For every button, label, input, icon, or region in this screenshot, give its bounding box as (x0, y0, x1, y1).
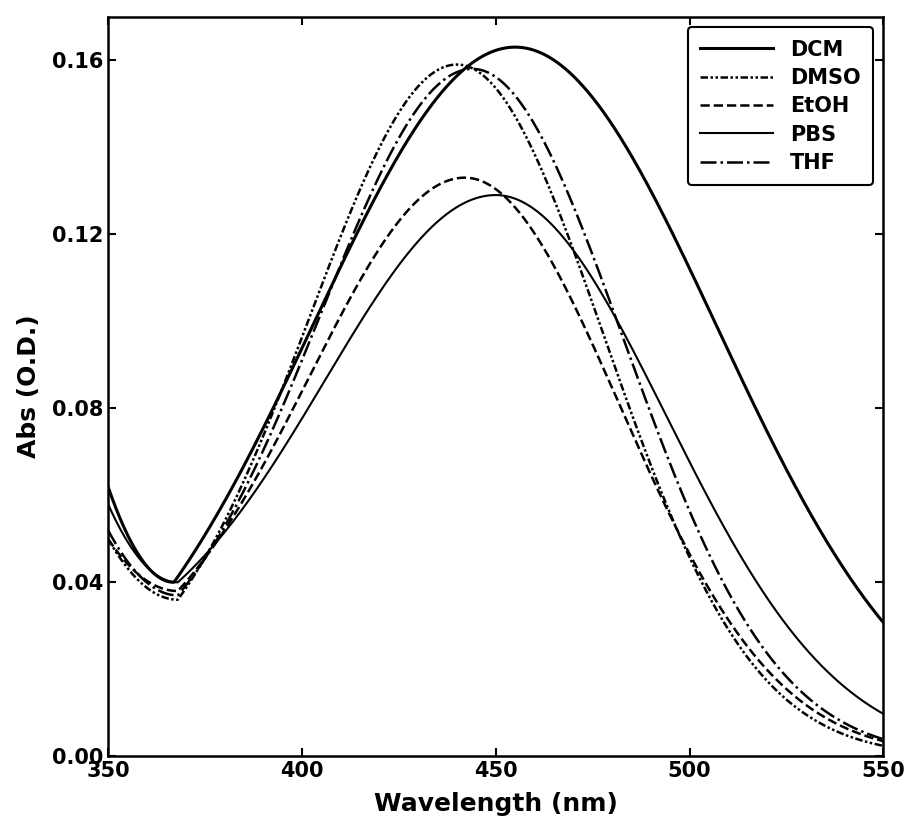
DMSO (478, 70, 489, 80)
DMSO (916, 746, 922, 756)
Line: EtOH: EtOH (108, 177, 922, 749)
Line: DCM: DCM (108, 47, 922, 664)
DMSO (499, 94, 510, 104)
DCM (477, 52, 488, 62)
DMSO (893, 744, 904, 754)
PBS (491, 190, 502, 200)
EtOH (893, 740, 904, 750)
THF (893, 738, 904, 748)
Y-axis label: Abs (O.D.): Abs (O.D.) (17, 315, 41, 458)
Line: PBS: PBS (108, 195, 922, 731)
EtOH (893, 740, 904, 750)
DCM (744, 391, 755, 401)
THF (478, 66, 489, 76)
EtOH (744, 644, 755, 654)
EtOH (102, 534, 113, 544)
DCM (509, 42, 520, 52)
DMSO (893, 744, 904, 754)
EtOH (499, 192, 510, 202)
EtOH (916, 744, 922, 754)
DCM (102, 481, 113, 491)
PBS (499, 191, 510, 201)
EtOH (144, 577, 155, 587)
PBS (893, 717, 904, 727)
DCM (144, 564, 155, 574)
DMSO (452, 59, 463, 69)
DCM (893, 636, 904, 646)
THF (467, 64, 479, 74)
DMSO (102, 534, 113, 544)
THF (499, 79, 510, 89)
PBS (144, 565, 155, 575)
DMSO (144, 585, 155, 595)
DCM (893, 636, 904, 646)
EtOH (459, 172, 470, 182)
DMSO (744, 655, 755, 665)
THF (102, 525, 113, 535)
PBS (102, 499, 113, 509)
Legend: DCM, DMSO, EtOH, PBS, THF: DCM, DMSO, EtOH, PBS, THF (688, 27, 873, 186)
THF (144, 580, 155, 590)
DCM (916, 659, 922, 669)
THF (916, 743, 922, 753)
EtOH (478, 177, 489, 187)
THF (893, 739, 904, 749)
PBS (744, 566, 755, 576)
THF (744, 623, 755, 633)
PBS (916, 726, 922, 736)
PBS (893, 717, 904, 727)
Line: DMSO: DMSO (108, 64, 922, 751)
X-axis label: Wavelength (nm): Wavelength (nm) (373, 792, 618, 816)
PBS (477, 192, 488, 202)
DCM (499, 43, 510, 53)
Line: THF: THF (108, 69, 922, 748)
